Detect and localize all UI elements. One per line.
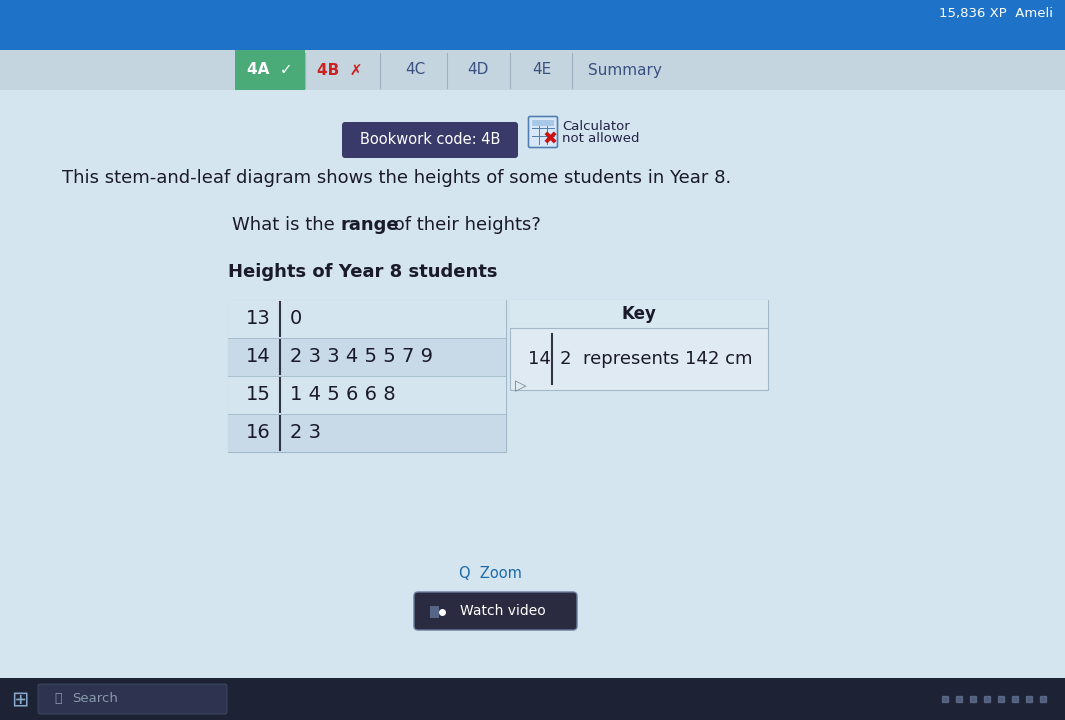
Text: 14: 14 [528,350,551,368]
Text: not allowed: not allowed [562,132,639,145]
Text: 15: 15 [246,385,271,405]
FancyBboxPatch shape [532,120,554,126]
Text: 🔍: 🔍 [54,693,62,706]
FancyBboxPatch shape [510,300,768,328]
FancyBboxPatch shape [0,50,1065,90]
FancyBboxPatch shape [228,414,506,452]
Text: 0: 0 [290,310,302,328]
Text: 4E: 4E [532,63,552,78]
Text: 1 4 5 6 6 8: 1 4 5 6 6 8 [290,385,395,405]
Text: 14: 14 [246,348,271,366]
Text: 2 3: 2 3 [290,423,321,443]
Text: Bookwork code: 4B: Bookwork code: 4B [360,132,501,148]
FancyBboxPatch shape [228,376,506,414]
FancyBboxPatch shape [528,117,557,148]
FancyBboxPatch shape [228,300,506,452]
Text: This stem-and-leaf diagram shows the heights of some students in Year 8.: This stem-and-leaf diagram shows the hei… [62,169,732,187]
Text: ▷: ▷ [515,379,527,394]
Text: Heights of Year 8 students: Heights of Year 8 students [228,263,497,281]
Text: 15,836 XP  Ameli: 15,836 XP Ameli [939,7,1053,20]
Text: ⊞: ⊞ [12,689,29,709]
Text: What is the: What is the [231,216,340,234]
Text: Q  Zoom: Q Zoom [459,565,522,580]
FancyBboxPatch shape [414,592,577,630]
Text: 4D: 4D [468,63,489,78]
Text: 4B  ✗: 4B ✗ [317,63,363,78]
Text: 16: 16 [246,423,271,443]
Text: 13: 13 [246,310,271,328]
FancyBboxPatch shape [342,122,518,158]
FancyBboxPatch shape [235,50,305,90]
Text: Search: Search [72,693,118,706]
Text: ✖: ✖ [542,131,558,149]
FancyBboxPatch shape [38,684,227,714]
Text: Summary: Summary [588,63,662,78]
FancyBboxPatch shape [228,300,506,338]
Text: 4A  ✓: 4A ✓ [247,63,293,78]
FancyBboxPatch shape [0,0,1065,50]
FancyBboxPatch shape [228,338,506,376]
Text: 2 3 3 4 5 5 7 9: 2 3 3 4 5 5 7 9 [290,348,433,366]
FancyBboxPatch shape [510,300,768,390]
FancyBboxPatch shape [430,606,439,618]
Text: 4C: 4C [405,63,425,78]
Text: Key: Key [622,305,656,323]
Text: of their heights?: of their heights? [388,216,541,234]
FancyBboxPatch shape [0,678,1065,720]
Text: 2  represents 142 cm: 2 represents 142 cm [560,350,753,368]
Text: range: range [341,216,399,234]
Text: Watch video: Watch video [460,604,546,618]
Text: Calculator: Calculator [562,120,629,132]
